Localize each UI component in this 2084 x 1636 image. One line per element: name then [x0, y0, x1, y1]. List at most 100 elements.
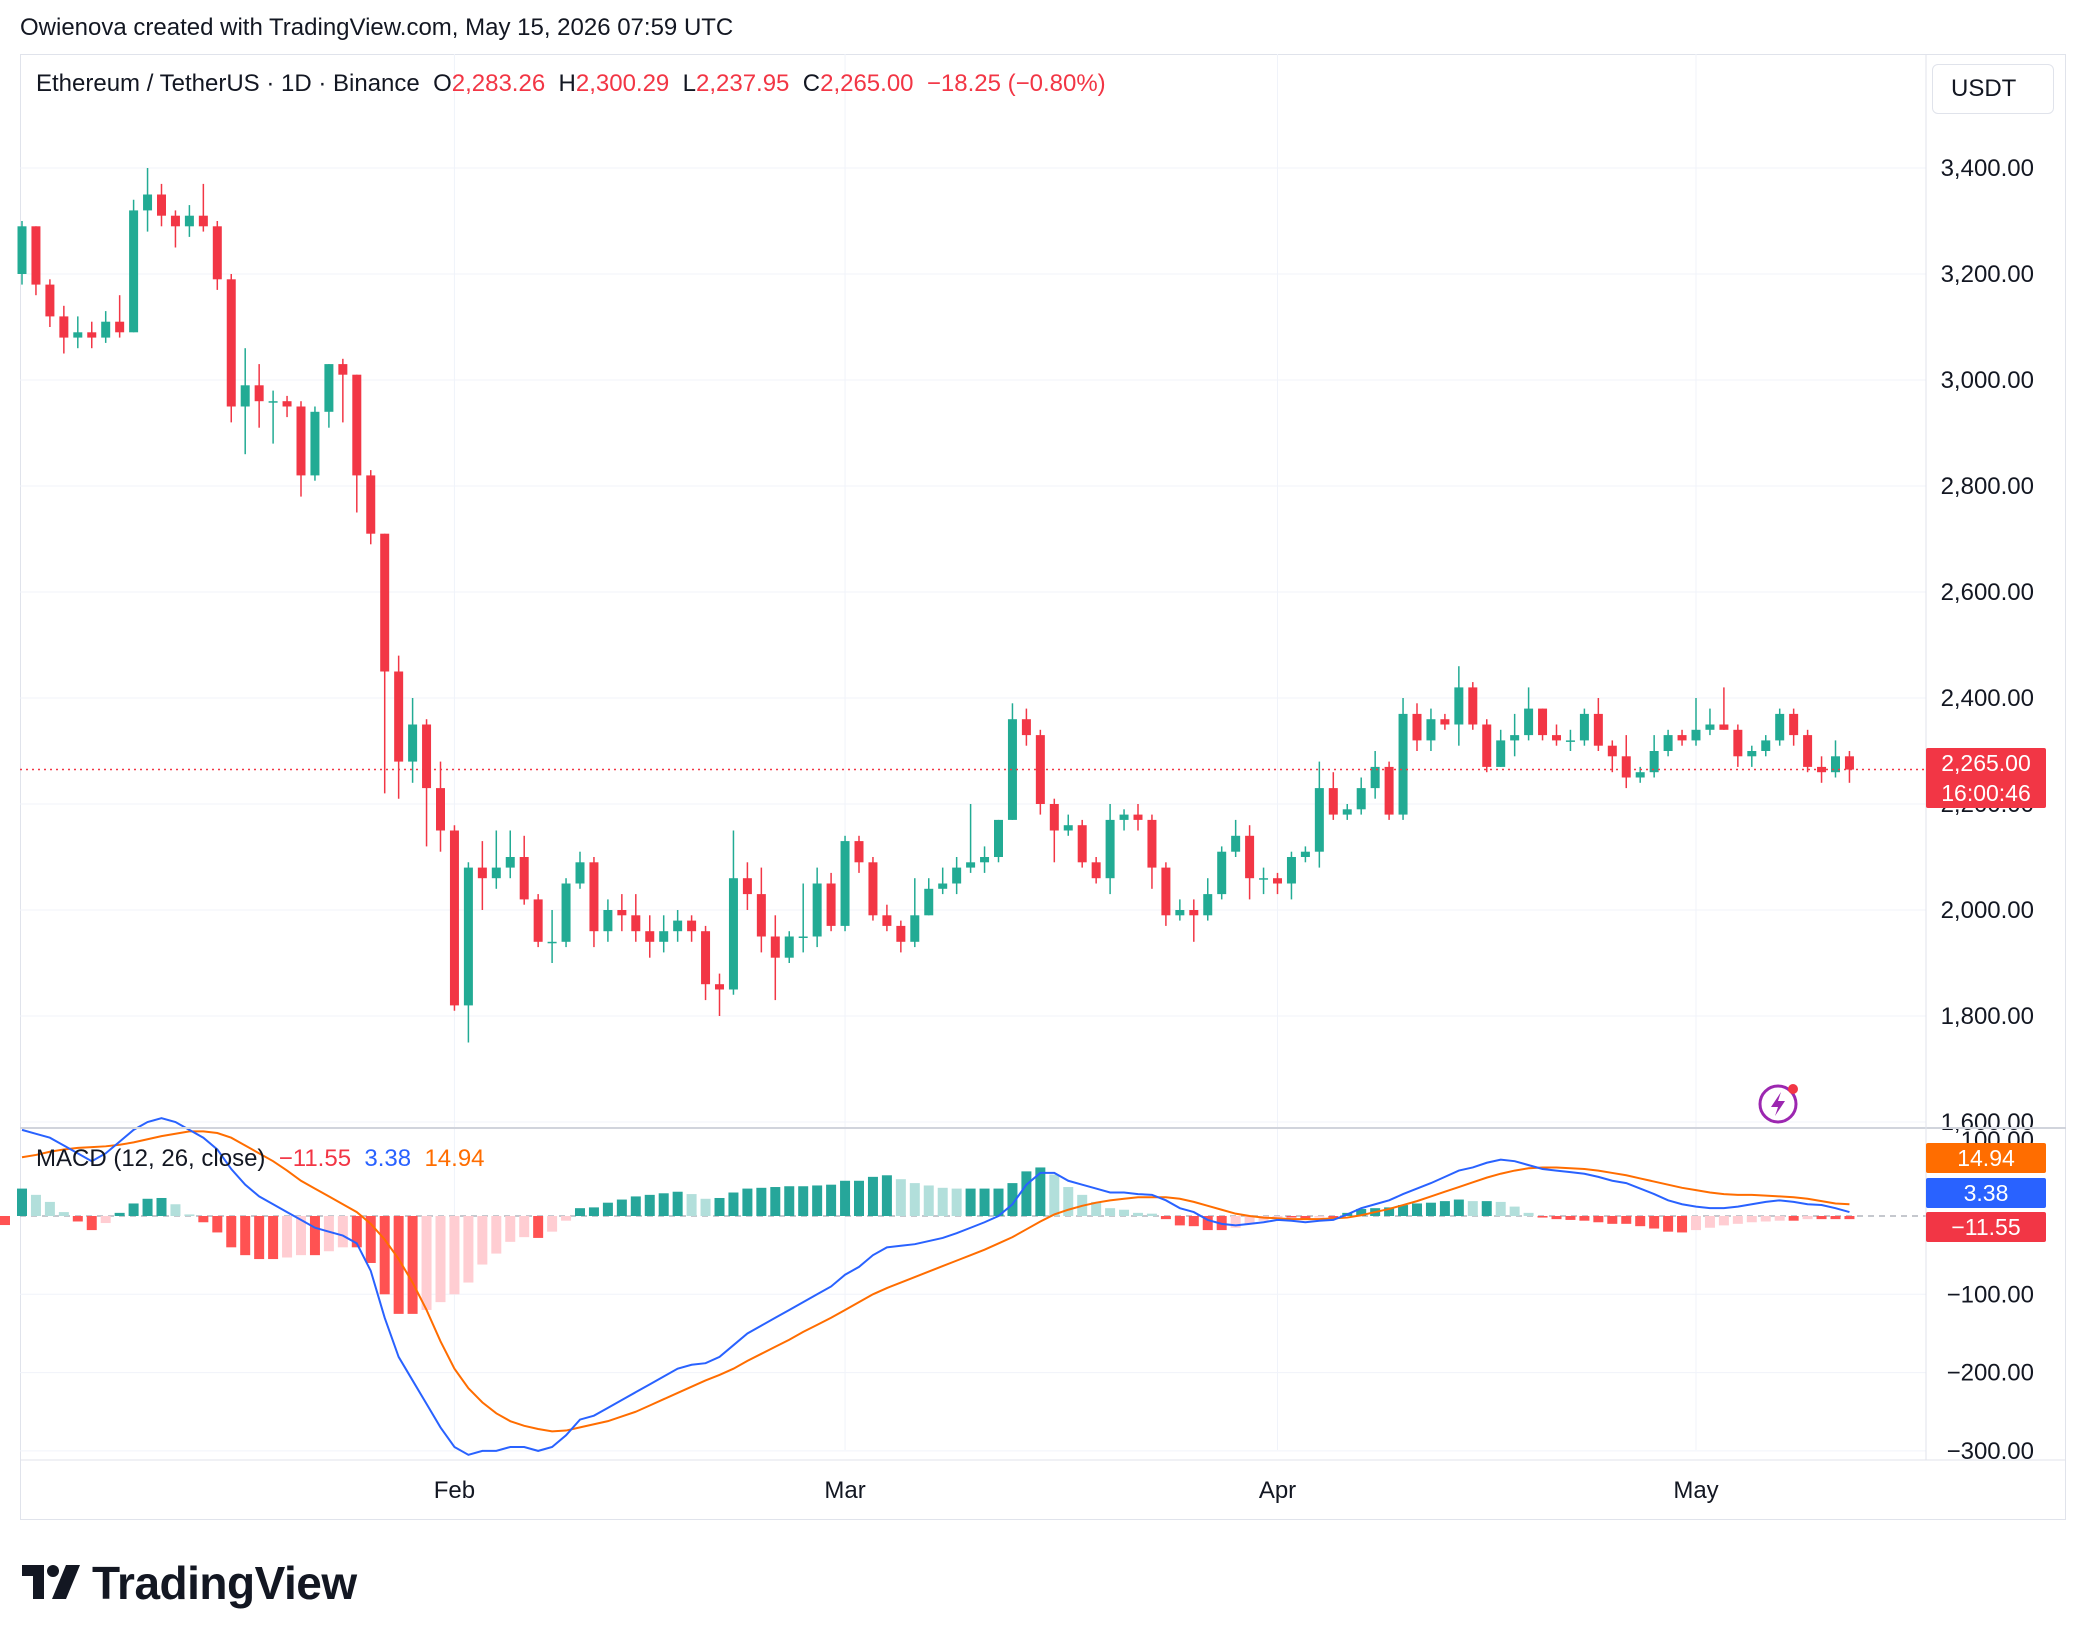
candle-body: [617, 910, 627, 916]
macd-histogram-bar: [1691, 1216, 1701, 1231]
candle: [1524, 687, 1534, 741]
macd-histogram-bar: [798, 1186, 809, 1216]
candle: [1607, 740, 1617, 773]
candle: [645, 915, 655, 958]
candle-body: [143, 194, 153, 211]
tradingview-logo-icon: [22, 1565, 80, 1599]
candle-body: [1398, 713, 1408, 815]
candle: [938, 867, 948, 895]
macd-histogram-bar: [1453, 1199, 1464, 1216]
candle-body: [882, 915, 892, 926]
candle: [617, 894, 627, 932]
candle-body: [1007, 719, 1017, 820]
candle-body: [701, 931, 711, 985]
macd-histogram-bar: [547, 1216, 558, 1232]
candle: [1370, 751, 1380, 799]
macd-histogram-bar: [1551, 1216, 1562, 1220]
countdown-tag: 16:00:46: [1926, 778, 2046, 808]
last-price-tag: 2,265.00: [1926, 748, 2046, 778]
candle: [896, 920, 906, 953]
candle-body: [924, 888, 934, 916]
candle: [812, 867, 822, 948]
candle: [728, 830, 738, 995]
candle-body: [338, 364, 348, 375]
candle-body: [1496, 740, 1506, 767]
candle: [589, 857, 599, 948]
candle: [1398, 698, 1408, 820]
macd-histogram-bar: [854, 1180, 864, 1216]
hist-tag: −11.55: [1926, 1212, 2046, 1242]
candle: [966, 804, 976, 873]
price-tick-label: 2,800.00: [1941, 473, 2034, 500]
candle: [1105, 804, 1115, 895]
candle: [1161, 862, 1171, 926]
price-tick-label: 2,400.00: [1941, 685, 2034, 712]
candle: [910, 878, 920, 948]
candle-body: [840, 841, 850, 926]
candle-body: [1217, 851, 1227, 895]
price-tick-label: 2,000.00: [1941, 897, 2034, 924]
candle-body: [784, 936, 794, 958]
candle-body: [1621, 756, 1631, 778]
candle-body: [1803, 735, 1813, 767]
candle: [1775, 708, 1785, 746]
candle: [1007, 703, 1017, 820]
macd-histogram-bar: [1049, 1174, 1060, 1216]
candle: [1286, 851, 1296, 900]
macd-histogram-bar: [505, 1216, 516, 1242]
macd-histogram-bar: [1718, 1216, 1729, 1226]
candle: [59, 305, 69, 354]
lightning-snapshot-icon[interactable]: [1757, 1080, 1803, 1131]
candle-body: [1579, 713, 1589, 741]
candle-body: [826, 883, 836, 926]
candle: [394, 655, 404, 799]
macd-histogram-bar: [323, 1216, 334, 1252]
currency-button[interactable]: USDT: [1932, 64, 2054, 114]
candle-body: [1091, 862, 1101, 879]
macd-histogram-bar: [923, 1185, 934, 1216]
candle: [436, 761, 445, 852]
macd-histogram-bar: [365, 1216, 376, 1263]
macd-tag: 3.38: [1926, 1178, 2046, 1208]
macd-histogram-bar: [1509, 1206, 1520, 1216]
candle-body: [240, 385, 250, 407]
candle-body: [408, 724, 418, 762]
candle-body: [1328, 788, 1338, 815]
macd-histogram-bar: [1495, 1201, 1506, 1216]
macd-histogram-bar: [979, 1188, 990, 1216]
candle: [268, 390, 278, 444]
candle-body: [589, 862, 599, 932]
macd-histogram-bar: [1663, 1216, 1674, 1232]
macd-histogram-bar: [1244, 1216, 1255, 1224]
candle-body: [966, 862, 976, 868]
candle-body: [1775, 713, 1785, 741]
candle-body: [1440, 719, 1450, 725]
candle-body: [1510, 735, 1520, 741]
candle-body: [1789, 713, 1799, 736]
candle-body: [770, 936, 780, 958]
candle: [212, 221, 222, 290]
candle-body: [980, 857, 990, 863]
candle: [701, 925, 711, 1001]
candle-body: [1677, 735, 1687, 741]
macd-histogram-bar: [1105, 1208, 1116, 1216]
candle: [1119, 809, 1129, 831]
candle-body: [59, 316, 69, 338]
macd-histogram-bar: [1830, 1216, 1841, 1220]
macd-histogram-bar: [282, 1216, 293, 1258]
candle: [840, 835, 850, 932]
candle-body: [1565, 740, 1575, 742]
candle: [198, 183, 208, 232]
macd-histogram-bar: [1439, 1201, 1450, 1216]
candle: [45, 279, 55, 327]
low-value: 2,237.95: [695, 70, 790, 97]
macd-histogram-bar: [937, 1187, 948, 1216]
candle-body: [1663, 735, 1673, 751]
macd-histogram-bar: [700, 1198, 711, 1216]
macd-histogram-bar: [1844, 1216, 1855, 1220]
candle-body: [352, 374, 362, 476]
candle: [1189, 899, 1199, 942]
macd-histogram-bar: [1063, 1187, 1074, 1216]
candle-body: [1384, 766, 1394, 815]
